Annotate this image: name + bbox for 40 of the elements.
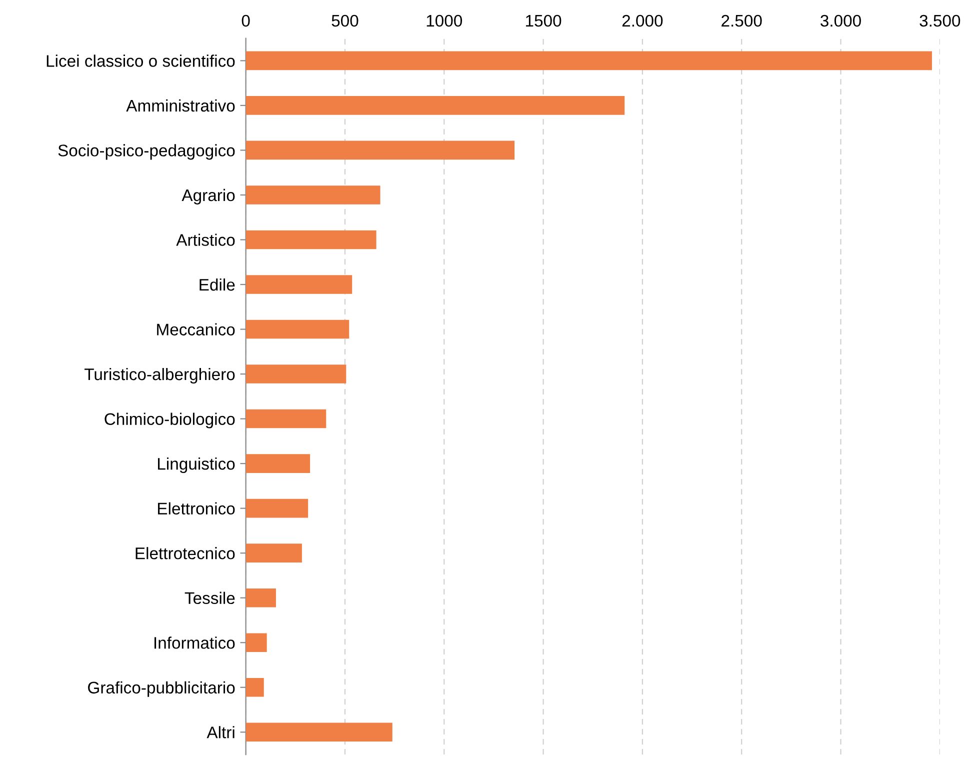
y-tick-label: Informatico bbox=[154, 636, 235, 649]
x-tick-label: 3.500 bbox=[920, 14, 960, 27]
bar bbox=[246, 275, 352, 294]
y-tick-label: Artistico bbox=[176, 234, 235, 246]
bar bbox=[246, 51, 932, 70]
x-tick-label: 1500 bbox=[526, 14, 562, 27]
x-tick-label: 500 bbox=[332, 14, 358, 27]
y-tick-label: Amministrativo bbox=[126, 99, 235, 112]
y-tick-label: Socio-psico-pedagogico bbox=[58, 144, 235, 160]
y-tick-label: Edile bbox=[200, 278, 235, 291]
bar bbox=[246, 364, 346, 384]
bar bbox=[246, 633, 267, 652]
y-tick-label: Chimico-biologico bbox=[104, 412, 235, 428]
y-tick-label: Elettronico bbox=[158, 502, 235, 515]
bar bbox=[246, 454, 310, 473]
y-tick-label: Agrario bbox=[182, 188, 235, 204]
y-tick-label: Meccanico bbox=[157, 323, 235, 336]
x-tick-label: 3.000 bbox=[820, 14, 861, 27]
bar bbox=[246, 320, 350, 339]
bar bbox=[246, 722, 392, 742]
bar bbox=[246, 678, 264, 697]
y-tick-label: Altri bbox=[206, 726, 234, 738]
y-tick-label: Licei classico o scientifico bbox=[46, 54, 235, 67]
x-tick-label: 0 bbox=[242, 14, 250, 27]
x-tick-label: 2.000 bbox=[622, 14, 663, 27]
y-tick-label: Elettrotecnico bbox=[136, 547, 235, 560]
bar bbox=[246, 544, 302, 562]
bar bbox=[246, 96, 625, 115]
y-tick-label: Turistico-alberghiero bbox=[84, 368, 235, 384]
y-tick-label: Tessile bbox=[184, 592, 235, 604]
bar bbox=[246, 409, 326, 428]
y-tick-label: Grafico-pubblicitario bbox=[88, 681, 235, 697]
bar bbox=[246, 230, 376, 250]
bar bbox=[246, 186, 380, 204]
x-tick-label: 1000 bbox=[426, 14, 462, 27]
x-tick-label: 2.500 bbox=[722, 14, 762, 27]
bar bbox=[246, 140, 515, 160]
bar bbox=[246, 498, 308, 518]
bar bbox=[246, 588, 276, 608]
y-tick-label: Linguistico bbox=[158, 458, 235, 474]
